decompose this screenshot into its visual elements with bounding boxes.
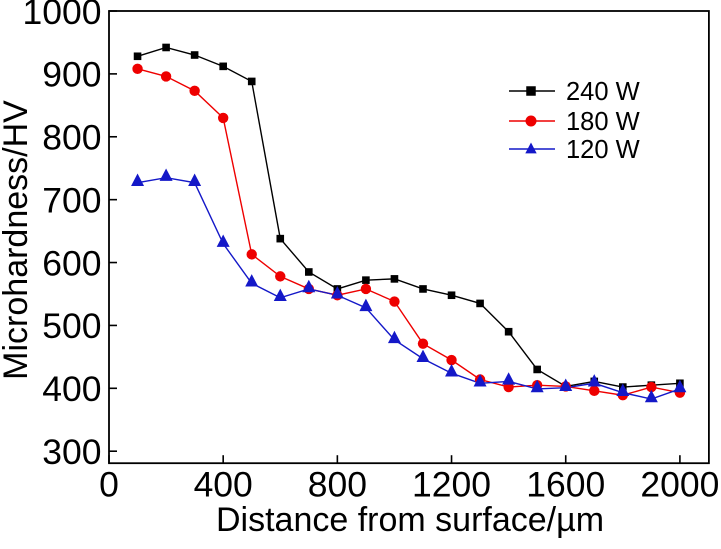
- svg-text:2000: 2000: [640, 465, 719, 505]
- svg-text:0: 0: [99, 465, 119, 505]
- svg-text:1200: 1200: [412, 465, 491, 505]
- svg-text:Microhardness/HV: Microhardness/HV: [0, 100, 35, 380]
- svg-text:400: 400: [194, 465, 253, 505]
- svg-text:800: 800: [42, 118, 101, 158]
- svg-text:300: 300: [42, 432, 101, 472]
- svg-text:120 W: 120 W: [566, 136, 640, 164]
- svg-text:Distance from surface/µm: Distance from surface/µm: [216, 501, 604, 539]
- svg-text:800: 800: [308, 465, 367, 505]
- svg-text:240 W: 240 W: [566, 78, 640, 106]
- svg-text:700: 700: [42, 180, 101, 220]
- svg-text:500: 500: [42, 306, 101, 346]
- svg-text:1600: 1600: [526, 465, 605, 505]
- svg-text:600: 600: [42, 243, 101, 283]
- svg-text:180 W: 180 W: [566, 108, 640, 136]
- svg-text:900: 900: [42, 55, 101, 95]
- svg-text:1000: 1000: [23, 0, 102, 32]
- svg-text:400: 400: [42, 369, 101, 409]
